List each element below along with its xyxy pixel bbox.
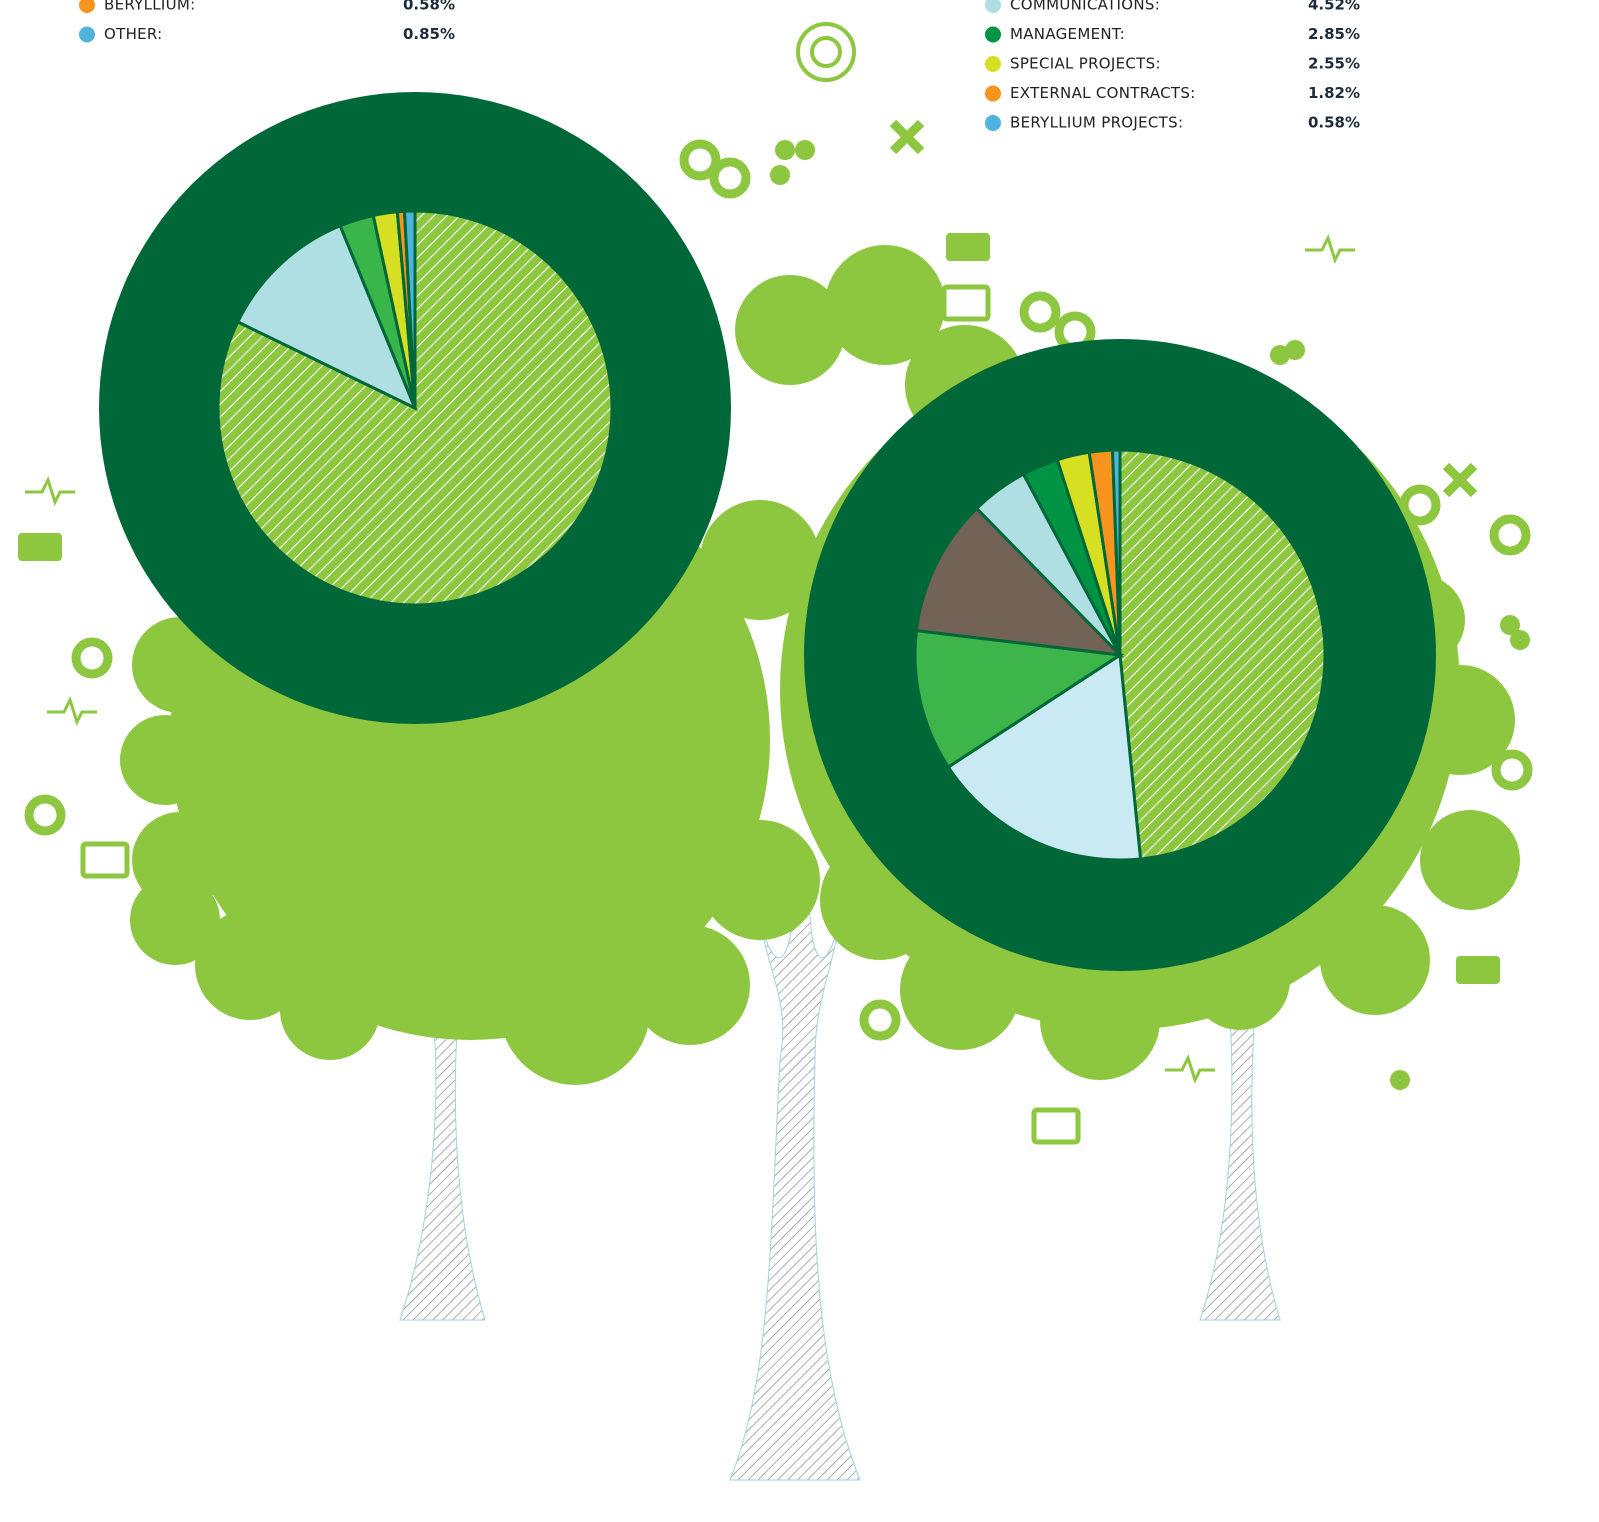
crown-lobe [1320,905,1430,1015]
cross-icon [893,123,921,151]
monitor-icon [1034,1110,1078,1142]
legend-value: 1.82% [1308,84,1360,102]
crown-lobe [120,715,210,805]
legend-value: 2.85% [1308,25,1360,43]
hex-icon [795,140,815,160]
crown-lobe [1420,810,1520,910]
legend-value: 0.58% [403,0,455,14]
legend-swatch [985,27,1001,43]
gear-icon [1496,754,1528,786]
legend-label: BERYLLIUM: [104,0,196,14]
hex-icon [1390,1070,1410,1090]
legend-swatch [985,115,1001,131]
case-icon [946,233,990,261]
crown-lobe [370,905,490,1025]
crown-lobe [700,820,820,940]
pulse-icon [1165,1058,1215,1080]
trunk [730,860,860,1480]
case-icon [1456,956,1500,984]
hex-icon [775,140,795,160]
crown-lobe [700,500,820,620]
cross-icon [1446,466,1474,494]
legend-label: COMMUNICATIONS: [1010,0,1160,14]
legend-label: EXTERNAL CONTRACTS: [1010,84,1196,102]
case-icon [18,533,62,561]
crown-lobe [280,960,380,1060]
legend-value: 2.55% [1308,55,1360,73]
pulse-icon [47,700,97,722]
gear-icon [864,1004,896,1036]
page: {"chart_data": [ {"type": "pie", "catego… [0,0,1599,1522]
legend-label: SPECIAL PROJECTS: [1010,55,1161,73]
legend-label: BERYLLIUM PROJECTS: [1010,114,1183,132]
legend-value: 4.52% [1308,0,1360,14]
gear-icon [29,799,61,831]
hex-icon [1510,630,1530,650]
legend-swatch [985,0,1001,13]
legend-label: OTHER: [104,25,163,43]
pulse-icon [25,480,75,502]
crown-lobe [630,925,750,1045]
gear-icon [1404,489,1436,521]
gear-icon [1494,519,1526,551]
hex-icon [930,1015,950,1035]
pulse-icon [1305,238,1355,260]
monitor-icon [944,287,988,319]
gear-icon [714,162,746,194]
infographic: BERYLLIUM: 0.58% OTHER: 0.85% COMMUNICATIONS… [0,0,1599,1522]
gear-icon [76,642,108,674]
legend-swatch [985,56,1001,72]
hex-icon [770,165,790,185]
legend: BERYLLIUM: 0.58% OTHER: 0.85% COMMUNICATIONS… [79,0,1360,132]
legend-value: 0.58% [1308,114,1360,132]
monitor-icon [83,844,127,876]
crown-lobe [500,935,650,1085]
crown-lobe [1040,960,1160,1080]
legend-swatch [985,86,1001,102]
legend-swatch [79,0,95,13]
legend-swatch [79,27,95,43]
legend-label: MANAGEMENT: [1010,25,1125,43]
orbit-icon [812,38,840,66]
legend-value: 0.85% [403,25,455,43]
orbit-icon [798,24,854,80]
hex-icon [1285,340,1305,360]
gear-icon [1024,296,1056,328]
